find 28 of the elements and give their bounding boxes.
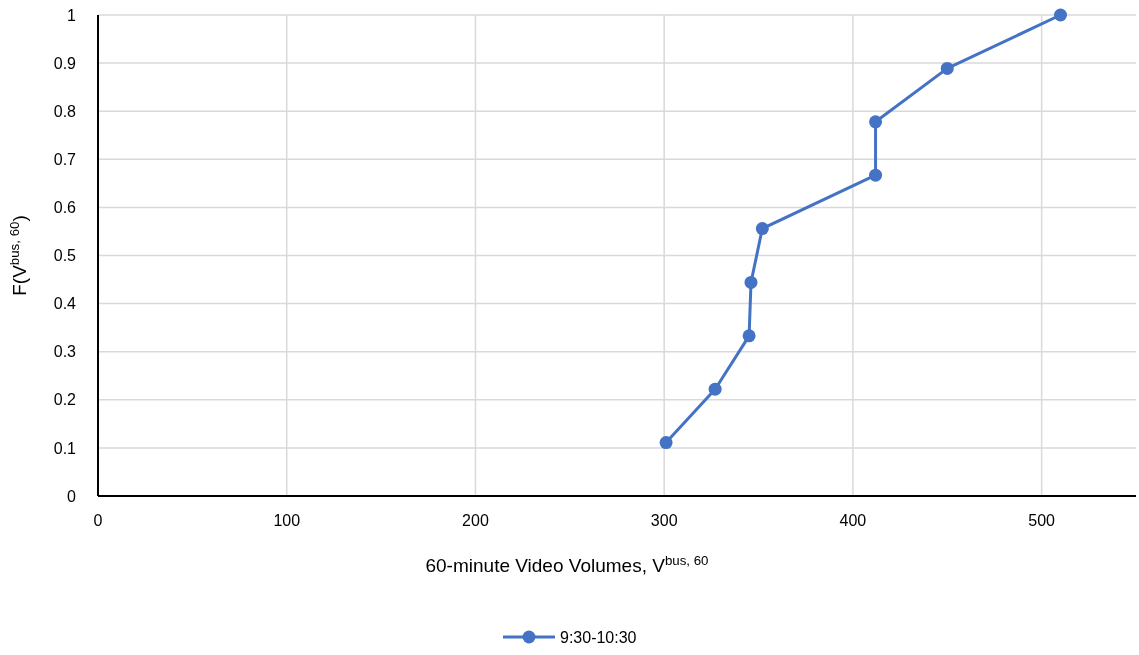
x-tick-label: 200 <box>462 512 489 529</box>
y-tick-label: 0.8 <box>53 102 77 120</box>
y-tick-label: 0.7 <box>53 150 77 168</box>
y-tick-label: 1 <box>67 6 77 24</box>
y-tick-label: 0.3 <box>53 343 77 361</box>
y-tick-label: 0.9 <box>53 54 77 72</box>
legend-label: 9:30-10:30 <box>560 628 637 646</box>
y-tick-label: 0.4 <box>53 295 77 313</box>
y-tick-label: 0.5 <box>53 247 77 265</box>
y-tick-label: 0.6 <box>53 199 77 216</box>
point <box>659 436 673 450</box>
point <box>742 329 756 343</box>
point <box>708 382 722 396</box>
x-tick-label: 500 <box>1028 512 1056 529</box>
point <box>1054 8 1068 22</box>
point <box>940 61 954 75</box>
x-tick-label: 100 <box>273 512 301 529</box>
point <box>869 115 883 129</box>
point <box>744 275 758 289</box>
x-tick-label: 0 <box>93 512 103 529</box>
x-tick-label: 400 <box>839 512 867 529</box>
x-axis-title: 60-minute Video Volumes, V$^{bus, 60}$ <box>425 552 709 576</box>
y-tick-label: 0.2 <box>53 391 77 409</box>
x-tick-label: 300 <box>650 512 678 529</box>
point <box>755 222 769 236</box>
y-tick-label: 0.1 <box>53 439 77 457</box>
point <box>869 168 883 182</box>
y-tick-label: 0 <box>67 487 77 505</box>
